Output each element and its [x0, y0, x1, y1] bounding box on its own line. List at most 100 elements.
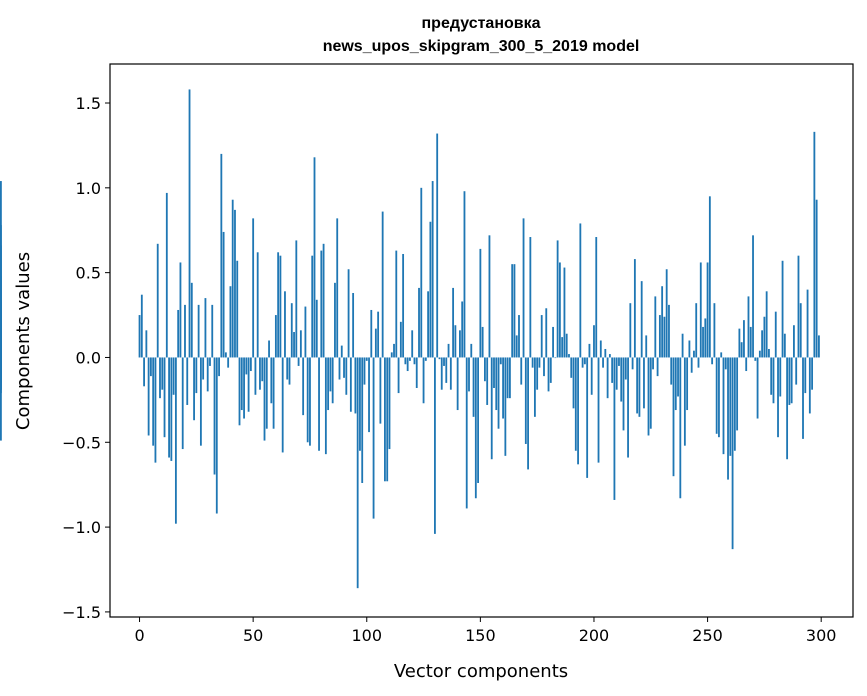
bar-195 — [581, 357, 584, 368]
bar-16 — [174, 357, 177, 524]
bar-61 — [277, 252, 280, 358]
bar-244 — [693, 350, 695, 358]
bar-142 — [461, 301, 464, 358]
bar-217 — [631, 357, 634, 370]
bar-176 — [538, 357, 541, 368]
bar-172 — [529, 237, 532, 358]
bar-149 — [477, 357, 479, 483]
bar-235 — [672, 357, 675, 477]
bar-233 — [668, 304, 670, 358]
bar-27 — [199, 357, 202, 446]
bar-186 — [561, 337, 564, 358]
bar-91 — [345, 357, 348, 395]
bar-236 — [674, 357, 677, 411]
bar-131 — [436, 133, 439, 358]
bar-254 — [715, 357, 718, 434]
bar-99 — [363, 357, 366, 385]
bar-130 — [434, 357, 436, 534]
x-tick-label-150: 150 — [465, 626, 496, 645]
y-tick-label-1: −1.0 — [62, 518, 101, 537]
bar-20 — [184, 304, 186, 358]
bar-310 — [0, 357, 2, 441]
bar-166 — [515, 335, 518, 358]
chart-title-line-1: предустановка — [422, 15, 541, 32]
bar-266 — [743, 320, 745, 358]
bar-9 — [159, 357, 161, 399]
bar-160 — [502, 357, 504, 419]
bar-35 — [218, 357, 220, 377]
bar-58 — [270, 357, 273, 404]
bar-275 — [763, 316, 766, 358]
bar-183 — [554, 357, 557, 359]
bar-69 — [295, 240, 298, 358]
bar-193 — [577, 357, 579, 465]
bar-156 — [493, 357, 495, 388]
bar-3 — [145, 330, 148, 358]
plot-frame — [109, 63, 854, 618]
bar-208 — [611, 357, 614, 383]
bar-155 — [490, 357, 493, 460]
bar-169 — [522, 218, 525, 358]
bar-237 — [677, 357, 679, 397]
bar-185 — [558, 262, 561, 358]
bar-168 — [520, 357, 523, 385]
bar-121 — [413, 357, 416, 365]
bar-25 — [195, 357, 198, 394]
bar-276 — [765, 291, 768, 358]
bar-226 — [652, 357, 654, 370]
bar-269 — [749, 326, 752, 358]
bar-60 — [274, 315, 277, 358]
bar-48 — [247, 357, 250, 412]
bar-1 — [140, 294, 143, 358]
bar-216 — [629, 303, 632, 358]
y-tick-label-4: 0.5 — [76, 264, 101, 283]
bar-280 — [774, 311, 777, 358]
bar-218 — [633, 259, 636, 358]
y-axis-label: Components values — [13, 252, 34, 430]
bar-8 — [156, 243, 159, 358]
bar-81 — [322, 243, 325, 358]
bar-241 — [686, 357, 689, 411]
bar-76 — [311, 255, 314, 358]
chart-title-line-2: news_upos_skipgram_300_5_2019 model — [323, 38, 640, 55]
bar-298 — [815, 199, 818, 358]
bar-104 — [374, 328, 377, 358]
bar-2 — [143, 357, 145, 387]
bar-26 — [197, 304, 200, 358]
bar-181 — [549, 357, 552, 383]
bar-277 — [768, 348, 770, 358]
bar-196 — [583, 357, 586, 365]
bar-135 — [445, 357, 448, 383]
x-axis-ticks: 0 50 100 150 200 250 300 — [134, 617, 836, 645]
x-tick-label-250: 250 — [692, 626, 723, 645]
bar-43 — [236, 260, 239, 358]
bar-51 — [254, 357, 257, 395]
bar-154 — [488, 235, 491, 358]
bar-90 — [343, 357, 345, 378]
bar-197 — [586, 357, 589, 478]
bar-224 — [647, 357, 650, 436]
bar-184 — [556, 240, 559, 358]
bar-314 — [0, 225, 2, 358]
bar-204 — [602, 357, 604, 368]
bar-243 — [690, 357, 693, 373]
bar-284 — [783, 333, 786, 358]
bar-162 — [506, 357, 509, 399]
bar-170 — [524, 357, 527, 444]
bar-73 — [304, 306, 307, 358]
bar-11 — [163, 357, 166, 438]
bar-50 — [252, 218, 255, 358]
bar-163 — [508, 357, 511, 399]
bar-105 — [377, 311, 380, 358]
y-axis-ticks: −1.5 −1.0 −0.5 0.0 0.5 1.0 1.5 — [62, 94, 110, 622]
bar-201 — [595, 237, 598, 358]
bar-31 — [209, 357, 211, 366]
bar-79 — [318, 357, 320, 451]
x-tick-label-100: 100 — [351, 626, 382, 645]
bar-136 — [447, 343, 450, 358]
bar-242 — [688, 340, 691, 358]
bar-17 — [177, 309, 180, 358]
bar-258 — [724, 357, 727, 370]
bar-225 — [649, 357, 652, 429]
bar-257 — [722, 357, 725, 455]
